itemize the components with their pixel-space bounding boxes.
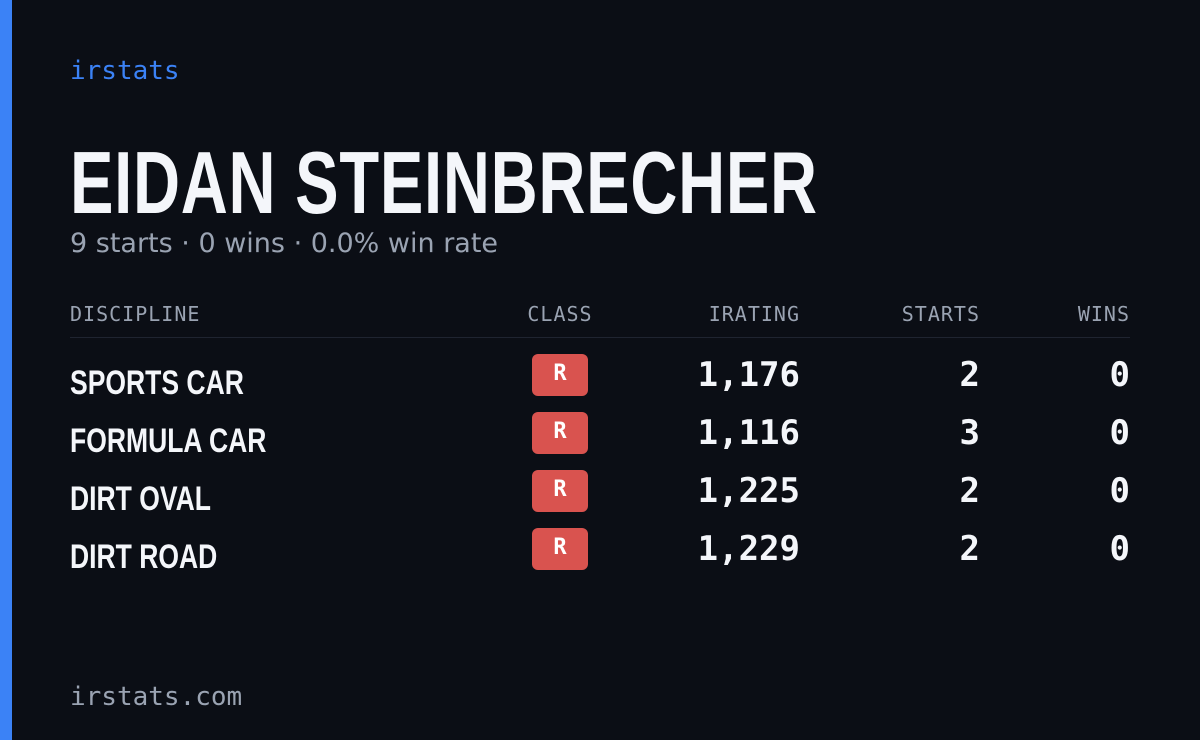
class-badge: R bbox=[532, 412, 588, 454]
irating: 1,116 bbox=[697, 413, 800, 453]
class-badge: R bbox=[532, 354, 588, 396]
starts: 3 bbox=[959, 413, 980, 453]
discipline: FORMULA CAR bbox=[70, 422, 267, 460]
starts: 2 bbox=[959, 355, 980, 395]
irating: 1,225 bbox=[697, 471, 800, 511]
wins: 0 bbox=[1109, 413, 1130, 453]
starts: 2 bbox=[959, 529, 980, 569]
driver-summary: 9 starts · 0 wins · 0.0% win rate bbox=[70, 228, 499, 259]
discipline: DIRT ROAD bbox=[70, 538, 218, 576]
irating: 1,176 bbox=[697, 355, 800, 395]
header-rule bbox=[70, 337, 1130, 338]
footer: irstats.com bbox=[70, 682, 243, 712]
wins: 0 bbox=[1109, 471, 1130, 511]
irating: 1,229 bbox=[697, 529, 800, 569]
discipline: DIRT OVAL bbox=[70, 480, 211, 518]
column-header: WINS bbox=[1077, 302, 1130, 326]
column-header: IRATING bbox=[708, 302, 800, 326]
class-badge: R bbox=[532, 528, 588, 570]
column-header: STARTS bbox=[901, 302, 980, 326]
column-header: DISCIPLINE bbox=[70, 302, 201, 326]
driver-name: EIDAN STEINBRECHER bbox=[70, 133, 818, 232]
discipline: SPORTS CAR bbox=[70, 364, 244, 402]
wins: 0 bbox=[1109, 355, 1130, 395]
starts: 2 bbox=[959, 471, 980, 511]
column-header: CLASS bbox=[527, 302, 593, 326]
accent-bar bbox=[0, 0, 12, 740]
class-badge: R bbox=[532, 470, 588, 512]
brand: irstats bbox=[70, 56, 180, 86]
wins: 0 bbox=[1109, 529, 1130, 569]
